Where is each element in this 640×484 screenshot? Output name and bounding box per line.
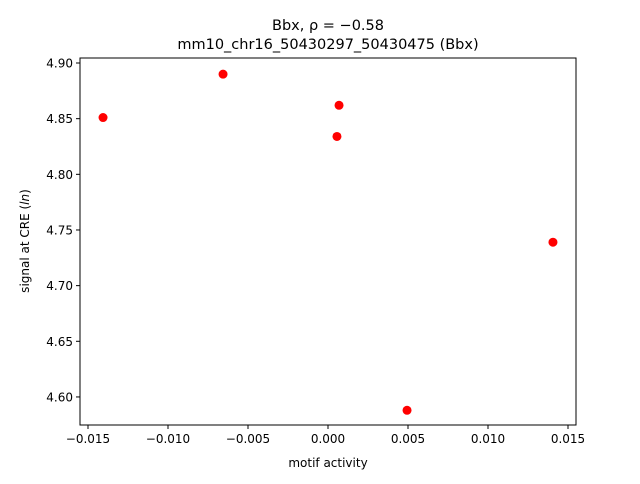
x-tick-label: 0.000: [311, 432, 345, 446]
y-tick-label: 4.75: [46, 223, 73, 237]
chart-title-line2: mm10_chr16_50430297_50430475 (Bbx): [177, 37, 478, 53]
data-point: [334, 100, 344, 110]
x-tick-label: −0.015: [66, 432, 110, 446]
y-axis-label: signal at CRE (ln): [18, 189, 32, 293]
data-point: [548, 237, 558, 247]
chart-title-line1: Bbx, ρ = −0.58: [272, 18, 384, 34]
y-tick-label: 4.90: [46, 57, 73, 71]
x-tick-label: 0.005: [391, 432, 425, 446]
y-tick-label: 4.80: [46, 168, 73, 182]
y-tick-label: 4.60: [46, 390, 73, 404]
x-tick-label: −0.005: [226, 432, 270, 446]
x-axis-label: motif activity: [288, 456, 367, 470]
data-point: [218, 69, 228, 79]
plot-frame: [79, 57, 577, 426]
y-tick-label: 4.65: [46, 335, 73, 349]
y-tick-label: 4.70: [46, 279, 73, 293]
x-tick-label: 0.010: [471, 432, 505, 446]
x-tick-label: 0.015: [551, 432, 585, 446]
data-point: [332, 131, 342, 141]
data-point: [98, 113, 108, 123]
x-tick-label: −0.010: [146, 432, 190, 446]
data-point: [402, 405, 412, 415]
y-tick-label: 4.85: [46, 112, 73, 126]
